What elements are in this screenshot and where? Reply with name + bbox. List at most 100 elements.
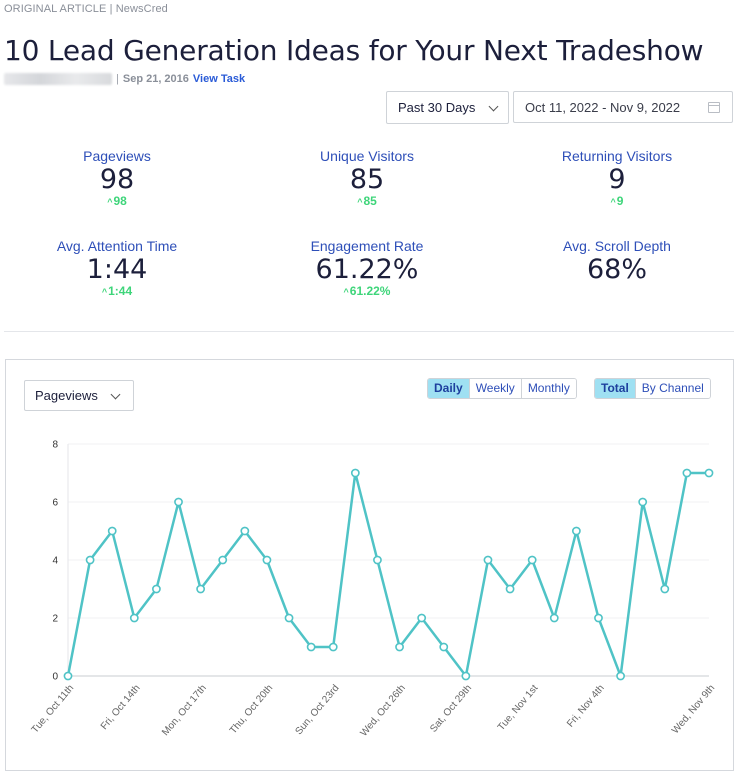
data-point [373,555,382,565]
period-toggle-group: Daily Weekly Monthly [427,378,577,399]
stat-value: 1:44 [86,254,148,285]
stat-returning-visitors: Returning Visitors 9 ^9 [502,148,732,209]
data-point [439,642,449,652]
view-task-link[interactable]: View Task [192,73,246,85]
source-label: ORIGINAL ARTICLE [4,3,107,15]
x-tick-label: Fri, Oct 14th [99,683,143,732]
data-point [196,584,206,594]
data-point [527,555,537,565]
stat-value: 9 [608,164,626,195]
y-tick-label: 4 [52,556,58,567]
x-tick-label: Sun, Oct 23rd [293,683,341,737]
y-tick-label: 6 [52,498,58,509]
x-tick-label: Sat, Oct 29th [428,683,474,735]
data-point [107,526,117,536]
stat-value: 85 [349,164,385,195]
stat-avg-scroll-depth: Avg. Scroll Depth 68% [502,238,732,285]
calendar-icon [708,102,720,113]
view-toggle-group: Total By Channel [594,378,711,399]
stat-label: Pageviews [83,148,151,164]
data-point [218,555,228,565]
stat-delta: ^1:44 [101,284,133,298]
view-by-channel-button[interactable]: By Channel [635,379,710,398]
data-point [483,555,493,565]
stat-delta: ^9 [610,194,624,208]
date-range-value: Oct 11, 2022 - Nov 9, 2022 [525,99,681,115]
stat-label: Avg. Attention Time [56,238,178,254]
data-point [505,584,515,594]
y-tick-label: 2 [52,614,58,625]
stat-value: 68% [586,254,647,285]
up-arrow-icon: ^ [610,197,616,207]
x-tick-label: Wed, Oct 26th [358,683,407,739]
source-name: NewsCred [115,3,168,15]
x-tick-label: Tue, Nov 1st [496,683,541,733]
data-point [262,555,272,565]
stat-pageviews: Pageviews 98 ^98 [2,148,232,209]
data-point [174,497,183,507]
data-point [660,584,670,594]
stat-delta: ^61.22% [343,284,391,298]
series-line [66,471,709,678]
date-range-picker[interactable]: Oct 11, 2022 - Nov 9, 2022 [513,91,733,123]
data-point [350,468,360,478]
data-point [328,642,338,652]
up-arrow-icon: ^ [343,287,349,297]
byline: | Sep 21, 2016 View Task [4,72,245,86]
x-tick-label: Fri, Nov 4th [565,683,607,730]
data-point [571,526,581,536]
article-source: ORIGINAL ARTICLE | NewsCred [4,3,168,15]
chevron-down-icon [488,101,499,112]
view-total-button[interactable]: Total [595,379,636,398]
stat-label: Unique Visitors [320,148,414,164]
data-point [152,584,161,594]
stat-delta: ^98 [107,194,127,208]
pageviews-line-chart: 0 2 4 6 8 Tue, Oct 11th Fri, Oct 14th Mon, Oct … [30,440,718,739]
up-arrow-icon: ^ [357,197,363,207]
stat-value: 61.22% [315,254,419,285]
x-tick-label: Mon, Oct 17th [160,683,209,738]
data-point [63,671,73,681]
stat-label: Engagement Rate [310,238,424,254]
data-point [461,671,471,681]
up-arrow-icon: ^ [107,197,113,207]
y-tick-label: 0 [52,672,58,683]
period-weekly-button[interactable]: Weekly [469,379,522,398]
data-point [638,497,648,507]
data-point [616,671,625,681]
data-point [704,468,714,478]
stat-delta: ^85 [357,194,377,208]
author-name-blurred [4,73,112,85]
chart-card: Pageviews Daily Weekly Monthly Total By … [5,359,734,771]
stat-value: 98 [99,164,135,195]
data-point [306,642,316,652]
y-tick-label: 8 [52,440,58,451]
chart-metric-value: Pageviews [35,388,98,403]
period-monthly-button[interactable]: Monthly [521,379,576,398]
x-tick-label: Wed, Nov 9th [670,683,717,736]
data-point [129,613,139,623]
data-point [395,642,404,652]
period-daily-button[interactable]: Daily [428,379,470,398]
data-point [549,613,559,623]
stat-label: Avg. Scroll Depth [563,238,671,254]
date-preset-dropdown[interactable]: Past 30 Days [386,91,509,124]
up-arrow-icon: ^ [101,287,108,297]
data-point [417,613,427,623]
section-divider [4,331,734,332]
stat-engagement-rate: Engagement Rate 61.22% ^61.22% [252,238,482,299]
data-point [284,613,294,623]
publish-date: Sep 21, 2016 [122,73,189,85]
data-point [240,526,250,536]
stat-unique-visitors: Unique Visitors 85 ^85 [252,148,482,209]
chart-metric-dropdown[interactable]: Pageviews [24,380,134,411]
data-point [682,468,692,478]
x-tick-label: Tue, Oct 11th [30,683,77,736]
stat-avg-attention-time: Avg. Attention Time 1:44 ^1:44 [2,238,232,299]
data-point [85,555,95,565]
stat-label: Returning Visitors [561,148,673,164]
page-title: 10 Lead Generation Ideas for Your Next T… [4,34,704,67]
x-tick-label: Thu, Oct 20th [228,683,275,736]
data-point [594,613,603,623]
date-preset-value: Past 30 Days [398,100,476,115]
